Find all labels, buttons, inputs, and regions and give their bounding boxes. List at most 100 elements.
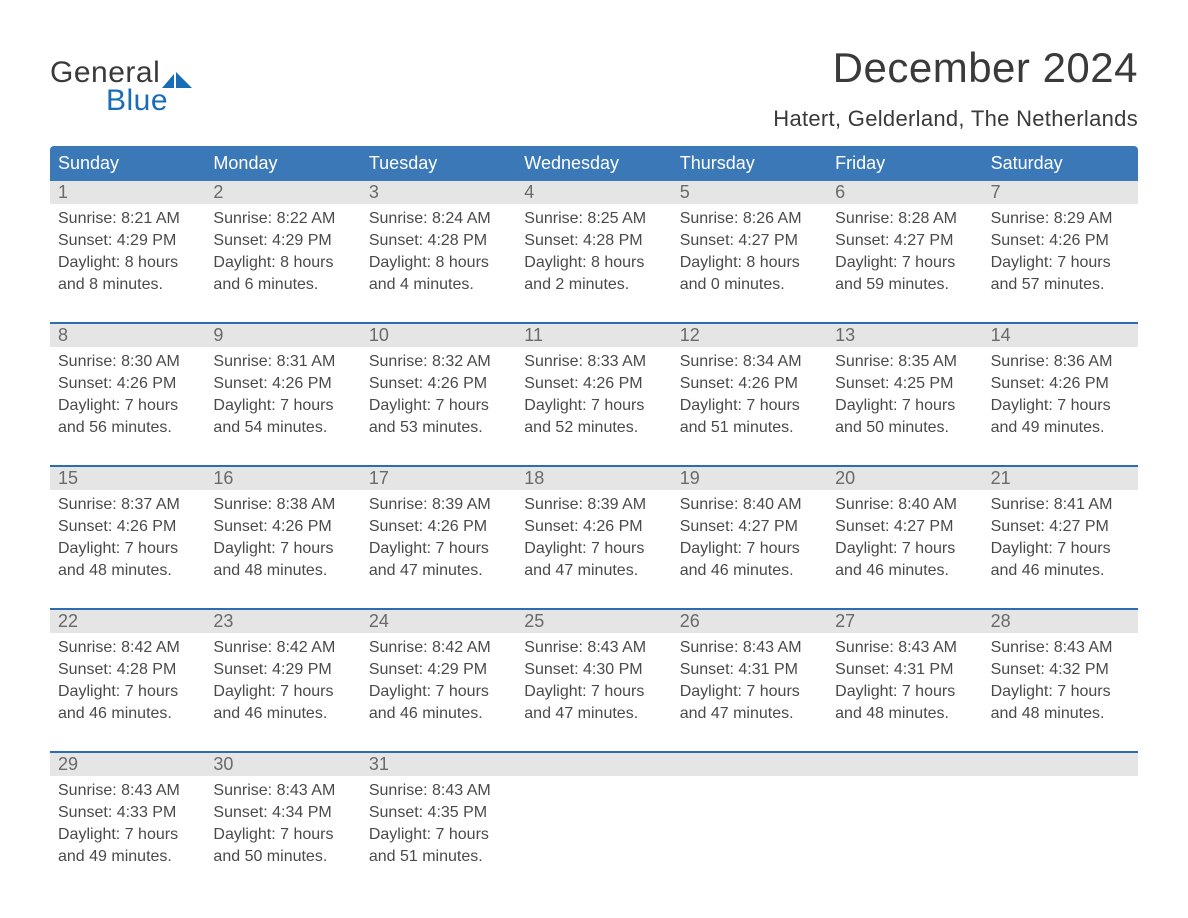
daylight-line-2: and 46 minutes. (369, 703, 508, 725)
sunset-line: Sunset: 4:29 PM (369, 659, 508, 681)
sunset-line: Sunset: 4:28 PM (369, 230, 508, 252)
day-number-cell: 12 (672, 324, 827, 347)
sunrise-line: Sunrise: 8:25 AM (524, 208, 663, 230)
weekday-header-cell: Tuesday (361, 146, 516, 181)
sunrise-line: Sunrise: 8:32 AM (369, 351, 508, 373)
sunset-line: Sunset: 4:27 PM (835, 230, 974, 252)
daylight-line-2: and 46 minutes. (835, 560, 974, 582)
day-number-cell: 17 (361, 467, 516, 490)
sunrise-line: Sunrise: 8:21 AM (58, 208, 197, 230)
daylight-line-2: and 48 minutes. (58, 560, 197, 582)
daylight-line-2: and 51 minutes. (680, 417, 819, 439)
sunrise-line: Sunrise: 8:43 AM (680, 637, 819, 659)
logo-text-blue: Blue (106, 86, 192, 116)
sunset-line: Sunset: 4:28 PM (524, 230, 663, 252)
sunrise-line: Sunrise: 8:37 AM (58, 494, 197, 516)
day-details-row: Sunrise: 8:21 AMSunset: 4:29 PMDaylight:… (50, 204, 1138, 296)
week-row: 293031Sunrise: 8:43 AMSunset: 4:33 PMDay… (50, 751, 1138, 868)
daylight-line-1: Daylight: 7 hours (524, 395, 663, 417)
day-details-cell (672, 776, 827, 868)
day-details-cell: Sunrise: 8:38 AMSunset: 4:26 PMDaylight:… (205, 490, 360, 582)
calendar: SundayMondayTuesdayWednesdayThursdayFrid… (50, 146, 1138, 868)
day-details-cell: Sunrise: 8:29 AMSunset: 4:26 PMDaylight:… (983, 204, 1138, 296)
day-details-cell: Sunrise: 8:34 AMSunset: 4:26 PMDaylight:… (672, 347, 827, 439)
sunset-line: Sunset: 4:27 PM (991, 516, 1130, 538)
sunset-line: Sunset: 4:25 PM (835, 373, 974, 395)
sunset-line: Sunset: 4:34 PM (213, 802, 352, 824)
sunset-line: Sunset: 4:26 PM (58, 516, 197, 538)
daylight-line-1: Daylight: 7 hours (58, 395, 197, 417)
day-number-cell: 18 (516, 467, 671, 490)
day-details-cell: Sunrise: 8:28 AMSunset: 4:27 PMDaylight:… (827, 204, 982, 296)
daylight-line-2: and 46 minutes. (991, 560, 1130, 582)
daylight-line-1: Daylight: 8 hours (213, 252, 352, 274)
title-block: December 2024 Hatert, Gelderland, The Ne… (773, 44, 1138, 132)
daylight-line-1: Daylight: 7 hours (680, 395, 819, 417)
day-number-row: 15161718192021 (50, 467, 1138, 490)
sunrise-line: Sunrise: 8:43 AM (213, 780, 352, 802)
day-number-cell: 28 (983, 610, 1138, 633)
sunset-line: Sunset: 4:26 PM (369, 516, 508, 538)
weekday-header-cell: Wednesday (516, 146, 671, 181)
day-number-row: 22232425262728 (50, 610, 1138, 633)
page: General Blue December 2024 Hatert, Gelde… (0, 0, 1188, 918)
daylight-line-1: Daylight: 7 hours (835, 538, 974, 560)
daylight-line-1: Daylight: 7 hours (58, 681, 197, 703)
sunset-line: Sunset: 4:32 PM (991, 659, 1130, 681)
logo: General Blue (50, 44, 192, 116)
location-subtitle: Hatert, Gelderland, The Netherlands (773, 106, 1138, 132)
weekday-header-row: SundayMondayTuesdayWednesdayThursdayFrid… (50, 146, 1138, 181)
daylight-line-2: and 49 minutes. (991, 417, 1130, 439)
sunrise-line: Sunrise: 8:42 AM (58, 637, 197, 659)
week-row: 15161718192021Sunrise: 8:37 AMSunset: 4:… (50, 465, 1138, 582)
sunrise-line: Sunrise: 8:43 AM (369, 780, 508, 802)
day-number-cell: 13 (827, 324, 982, 347)
sunset-line: Sunset: 4:26 PM (213, 516, 352, 538)
daylight-line-1: Daylight: 8 hours (680, 252, 819, 274)
daylight-line-1: Daylight: 7 hours (213, 824, 352, 846)
sunset-line: Sunset: 4:27 PM (835, 516, 974, 538)
sunrise-line: Sunrise: 8:39 AM (369, 494, 508, 516)
day-number-cell: 14 (983, 324, 1138, 347)
daylight-line-1: Daylight: 7 hours (991, 252, 1130, 274)
daylight-line-2: and 54 minutes. (213, 417, 352, 439)
day-details-cell: Sunrise: 8:24 AMSunset: 4:28 PMDaylight:… (361, 204, 516, 296)
sunrise-line: Sunrise: 8:36 AM (991, 351, 1130, 373)
day-number-cell: 23 (205, 610, 360, 633)
day-details-cell: Sunrise: 8:42 AMSunset: 4:29 PMDaylight:… (205, 633, 360, 725)
daylight-line-2: and 46 minutes. (58, 703, 197, 725)
sunrise-line: Sunrise: 8:31 AM (213, 351, 352, 373)
day-number-cell: 20 (827, 467, 982, 490)
day-number-row: 293031 (50, 753, 1138, 776)
day-number-cell: 11 (516, 324, 671, 347)
day-number-cell (672, 753, 827, 776)
weekday-header-cell: Thursday (672, 146, 827, 181)
sunset-line: Sunset: 4:31 PM (680, 659, 819, 681)
daylight-line-1: Daylight: 7 hours (524, 681, 663, 703)
daylight-line-2: and 59 minutes. (835, 274, 974, 296)
sunset-line: Sunset: 4:27 PM (680, 516, 819, 538)
daylight-line-2: and 47 minutes. (524, 560, 663, 582)
daylight-line-1: Daylight: 7 hours (680, 681, 819, 703)
day-number-cell: 26 (672, 610, 827, 633)
daylight-line-2: and 52 minutes. (524, 417, 663, 439)
daylight-line-1: Daylight: 7 hours (991, 681, 1130, 703)
daylight-line-1: Daylight: 8 hours (524, 252, 663, 274)
sunset-line: Sunset: 4:26 PM (213, 373, 352, 395)
sunset-line: Sunset: 4:27 PM (680, 230, 819, 252)
daylight-line-1: Daylight: 7 hours (369, 538, 508, 560)
day-details-cell: Sunrise: 8:36 AMSunset: 4:26 PMDaylight:… (983, 347, 1138, 439)
day-details-cell: Sunrise: 8:25 AMSunset: 4:28 PMDaylight:… (516, 204, 671, 296)
daylight-line-2: and 47 minutes. (369, 560, 508, 582)
weekday-header-cell: Sunday (50, 146, 205, 181)
day-number-cell: 29 (50, 753, 205, 776)
daylight-line-2: and 0 minutes. (680, 274, 819, 296)
sunrise-line: Sunrise: 8:33 AM (524, 351, 663, 373)
daylight-line-2: and 53 minutes. (369, 417, 508, 439)
day-details-cell: Sunrise: 8:31 AMSunset: 4:26 PMDaylight:… (205, 347, 360, 439)
daylight-line-1: Daylight: 7 hours (835, 252, 974, 274)
sunrise-line: Sunrise: 8:42 AM (213, 637, 352, 659)
week-row: 1234567Sunrise: 8:21 AMSunset: 4:29 PMDa… (50, 181, 1138, 296)
sunset-line: Sunset: 4:29 PM (213, 659, 352, 681)
day-details-cell: Sunrise: 8:39 AMSunset: 4:26 PMDaylight:… (361, 490, 516, 582)
